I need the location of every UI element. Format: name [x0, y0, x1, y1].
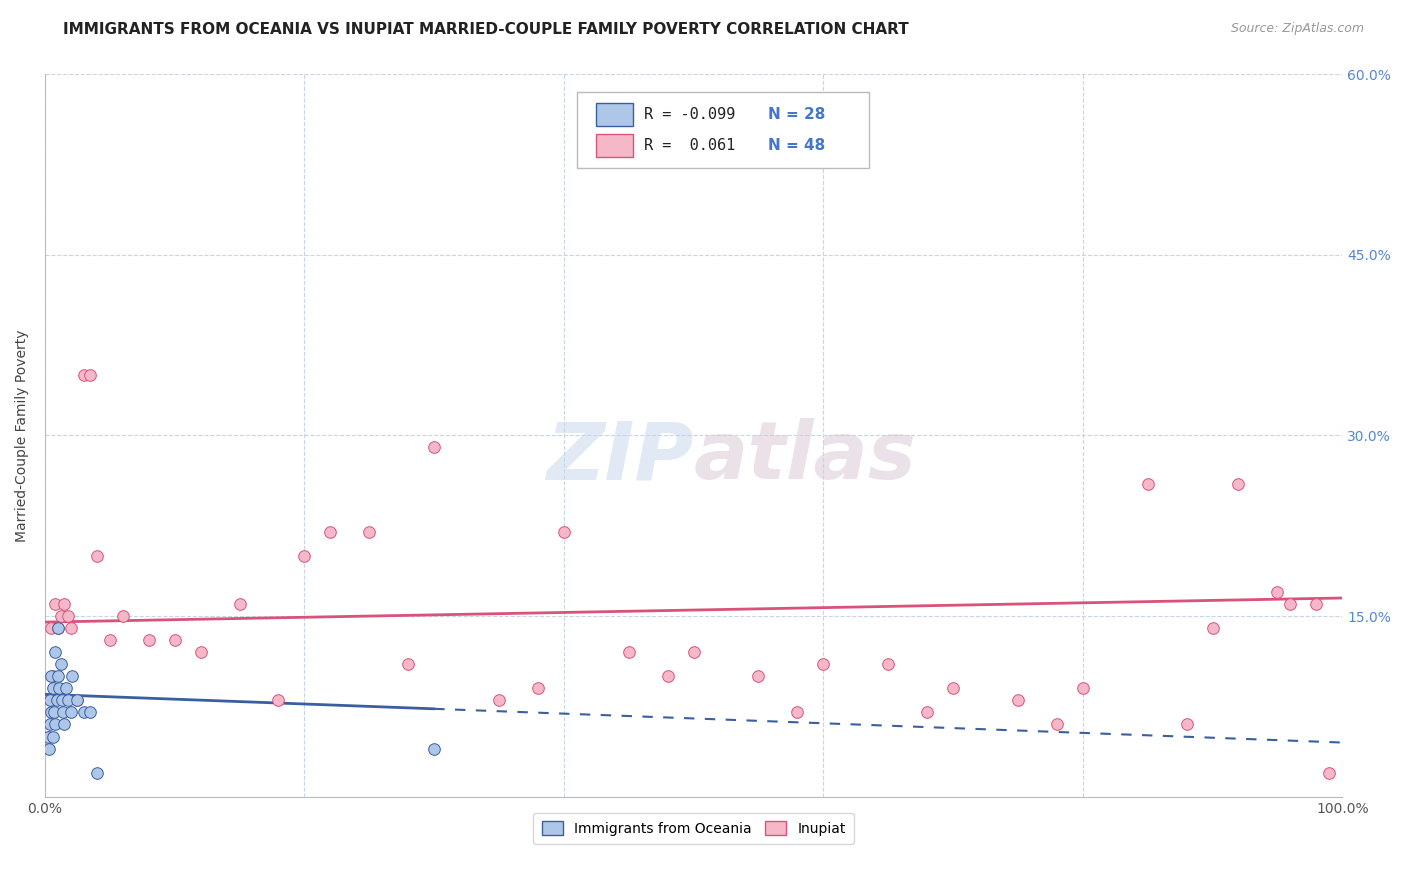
- Bar: [596, 103, 633, 126]
- Point: [138, 633, 160, 648]
- Point: [86, 549, 108, 563]
- Point: [488, 693, 510, 707]
- Point: [51, 693, 73, 707]
- Point: [38, 741, 60, 756]
- Point: [58, 609, 80, 624]
- Point: [657, 669, 679, 683]
- Point: [915, 706, 938, 720]
- Text: Source: ZipAtlas.com: Source: ZipAtlas.com: [1230, 22, 1364, 36]
- Point: [1007, 693, 1029, 707]
- Point: [52, 706, 75, 720]
- Point: [190, 645, 212, 659]
- Point: [66, 693, 89, 707]
- Point: [53, 597, 76, 611]
- Point: [46, 621, 69, 635]
- Point: [1071, 681, 1094, 696]
- Text: ZIP: ZIP: [547, 418, 693, 496]
- Point: [39, 693, 62, 707]
- Point: [44, 645, 66, 659]
- Point: [617, 645, 640, 659]
- Text: R = -0.099: R = -0.099: [644, 107, 735, 122]
- Point: [786, 706, 808, 720]
- Point: [49, 609, 72, 624]
- Text: IMMIGRANTS FROM OCEANIA VS INUPIAT MARRIED-COUPLE FAMILY POVERTY CORRELATION CHA: IMMIGRANTS FROM OCEANIA VS INUPIAT MARRI…: [63, 22, 910, 37]
- Point: [53, 717, 76, 731]
- Point: [1305, 597, 1327, 611]
- Point: [49, 657, 72, 672]
- Point: [73, 368, 96, 383]
- Point: [41, 669, 63, 683]
- FancyBboxPatch shape: [576, 92, 869, 168]
- Point: [1046, 717, 1069, 731]
- Point: [44, 597, 66, 611]
- Point: [46, 621, 69, 635]
- Point: [682, 645, 704, 659]
- Text: atlas: atlas: [693, 418, 917, 496]
- Point: [44, 717, 66, 731]
- Point: [1317, 765, 1340, 780]
- Point: [55, 681, 77, 696]
- Point: [66, 693, 89, 707]
- Point: [45, 693, 67, 707]
- Point: [877, 657, 900, 672]
- Point: [423, 741, 446, 756]
- Point: [527, 681, 550, 696]
- Point: [42, 730, 65, 744]
- Point: [111, 609, 134, 624]
- Y-axis label: Married-Couple Family Poverty: Married-Couple Family Poverty: [15, 329, 30, 541]
- Point: [267, 693, 290, 707]
- Point: [1267, 585, 1289, 599]
- Point: [79, 706, 101, 720]
- Point: [1136, 476, 1159, 491]
- Text: R =  0.061: R = 0.061: [644, 138, 735, 153]
- Point: [163, 633, 186, 648]
- Text: N = 28: N = 28: [768, 107, 825, 122]
- Point: [98, 633, 121, 648]
- Point: [294, 549, 316, 563]
- Point: [228, 597, 250, 611]
- Point: [86, 765, 108, 780]
- Point: [1201, 621, 1223, 635]
- Point: [747, 669, 769, 683]
- Bar: [596, 134, 633, 157]
- Point: [319, 524, 342, 539]
- Point: [39, 717, 62, 731]
- Legend: Immigrants from Oceania, Inupiat: Immigrants from Oceania, Inupiat: [533, 813, 853, 844]
- Point: [41, 621, 63, 635]
- Point: [73, 706, 96, 720]
- Point: [553, 524, 575, 539]
- Point: [59, 706, 82, 720]
- Point: [423, 441, 446, 455]
- Point: [60, 669, 83, 683]
- Point: [46, 669, 69, 683]
- Point: [41, 706, 63, 720]
- Point: [42, 681, 65, 696]
- Point: [1279, 597, 1302, 611]
- Point: [58, 693, 80, 707]
- Point: [42, 669, 65, 683]
- Point: [813, 657, 835, 672]
- Point: [1175, 717, 1198, 731]
- Point: [48, 681, 70, 696]
- Point: [359, 524, 381, 539]
- Point: [1227, 476, 1250, 491]
- Point: [38, 730, 60, 744]
- Point: [79, 368, 101, 383]
- Point: [396, 657, 419, 672]
- Point: [59, 621, 82, 635]
- Point: [942, 681, 965, 696]
- Text: N = 48: N = 48: [768, 138, 825, 153]
- Point: [37, 730, 59, 744]
- Point: [42, 706, 65, 720]
